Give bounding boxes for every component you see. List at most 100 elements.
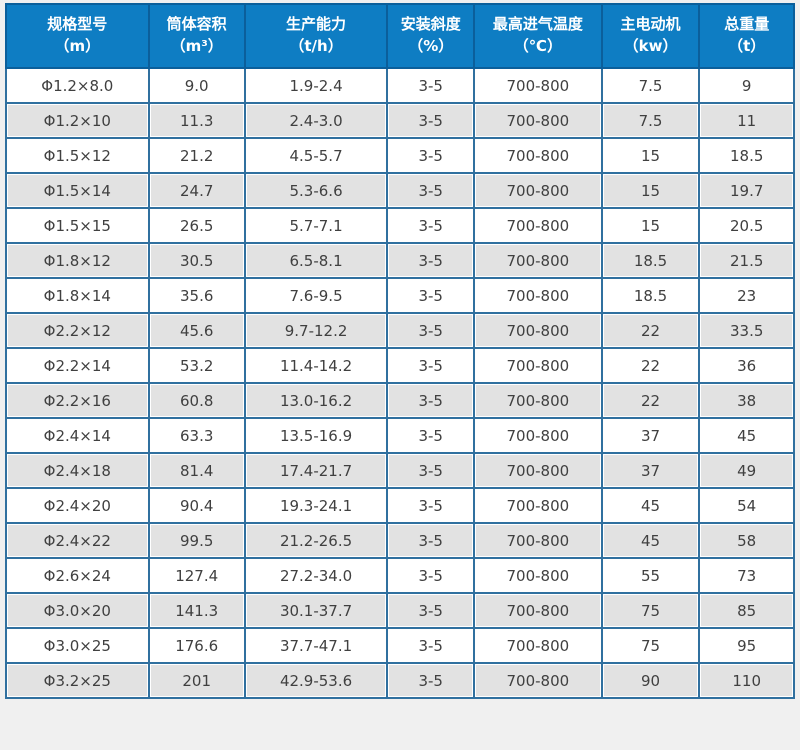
table-cell: 3-5 — [386, 592, 476, 629]
table-row: Φ1.2×10 11.3 2.4-3.0 3-5 700-800 7.5 11 — [5, 102, 795, 139]
table-cell: 3-5 — [386, 627, 476, 664]
table-cell: 13.5-16.9 — [243, 417, 389, 454]
table-cell: 201 — [147, 662, 246, 699]
column-unit: （kw） — [623, 37, 678, 55]
column-unit: （℃） — [513, 37, 562, 55]
table-cell: 73 — [698, 557, 795, 594]
column-unit: （%） — [408, 37, 454, 55]
table-cell: 3-5 — [386, 417, 476, 454]
table-cell: 45 — [698, 417, 795, 454]
table-cell: 3-5 — [386, 557, 476, 594]
table-cell: Φ2.2×16 — [5, 382, 150, 419]
table-row: Φ3.0×25 176.6 37.7-47.1 3-5 700-800 75 95 — [5, 627, 795, 664]
table-cell: Φ2.4×14 — [5, 417, 150, 454]
table-row: Φ1.5×15 26.5 5.7-7.1 3-5 700-800 15 20.5 — [5, 207, 795, 244]
table-cell: 700-800 — [473, 487, 603, 524]
table-cell: 3-5 — [386, 662, 476, 699]
table-cell: 7.5 — [600, 67, 701, 104]
table-cell: 18.5 — [698, 137, 795, 174]
table-row: Φ1.2×8.0 9.0 1.9-2.4 3-5 700-800 7.5 9 — [5, 67, 795, 104]
table-cell: 37 — [600, 452, 701, 489]
column-unit: （m³） — [170, 37, 223, 55]
table-row: Φ2.2×12 45.6 9.7-12.2 3-5 700-800 22 33.5 — [5, 312, 795, 349]
table-cell: Φ2.4×18 — [5, 452, 150, 489]
table-cell: 24.7 — [147, 172, 246, 209]
table-cell: 81.4 — [147, 452, 246, 489]
table-cell: 15 — [600, 207, 701, 244]
column-header-7: 总重量 （t） — [698, 3, 795, 69]
column-unit: （t/h） — [289, 37, 343, 55]
table-row: Φ1.5×14 24.7 5.3-6.6 3-5 700-800 15 19.7 — [5, 172, 795, 209]
table-cell: 30.5 — [147, 242, 246, 279]
table-cell: 3-5 — [386, 207, 476, 244]
table-cell: Φ1.5×14 — [5, 172, 150, 209]
table-cell: 15 — [600, 137, 701, 174]
table-cell: 3-5 — [386, 452, 476, 489]
table-cell: 99.5 — [147, 522, 246, 559]
column-title: 主电动机 — [620, 15, 681, 34]
table-row: Φ2.6×24 127.4 27.2-34.0 3-5 700-800 55 73 — [5, 557, 795, 594]
header-row: 规格型号 （m） 筒体容积 （m³） 生产能力 （t/h） 安装斜度 （%） 最高进气温度 （℃）… — [5, 3, 795, 69]
column-title: 安装斜度 — [400, 15, 461, 34]
table-cell: 700-800 — [473, 557, 603, 594]
table-cell: 15 — [600, 172, 701, 209]
table-cell: 700-800 — [473, 207, 603, 244]
table-cell: 700-800 — [473, 522, 603, 559]
table-cell: Φ3.2×25 — [5, 662, 150, 699]
table-cell: 20.5 — [698, 207, 795, 244]
table-cell: 23 — [698, 277, 795, 314]
table-cell: 700-800 — [473, 102, 603, 139]
table-cell: 35.6 — [147, 277, 246, 314]
table-cell: Φ2.4×22 — [5, 522, 150, 559]
table-cell: 60.8 — [147, 382, 246, 419]
table-cell: 700-800 — [473, 382, 603, 419]
table-cell: 9.0 — [147, 67, 246, 104]
table-cell: 5.3-6.6 — [243, 172, 389, 209]
table-cell: 90.4 — [147, 487, 246, 524]
table-cell: 700-800 — [473, 662, 603, 699]
table-row: Φ2.2×16 60.8 13.0-16.2 3-5 700-800 22 38 — [5, 382, 795, 419]
table-cell: 9.7-12.2 — [243, 312, 389, 349]
table-cell: 700-800 — [473, 452, 603, 489]
table-cell: Φ2.4×20 — [5, 487, 150, 524]
table-cell: 21.2-26.5 — [243, 522, 389, 559]
table-cell: 53.2 — [147, 347, 246, 384]
column-header-4: 安装斜度 （%） — [386, 3, 476, 69]
column-title: 规格型号 — [47, 15, 108, 34]
table-cell: 3-5 — [386, 522, 476, 559]
table-cell: 9 — [698, 67, 795, 104]
table-cell: 36 — [698, 347, 795, 384]
table-cell: 3-5 — [386, 382, 476, 419]
table-cell: Φ2.2×12 — [5, 312, 150, 349]
table-cell: 3-5 — [386, 102, 476, 139]
table-cell: Φ1.5×15 — [5, 207, 150, 244]
column-title: 最高进气温度 — [492, 15, 583, 34]
table-cell: 85 — [698, 592, 795, 629]
table-cell: 37 — [600, 417, 701, 454]
table-cell: 38 — [698, 382, 795, 419]
table-cell: 176.6 — [147, 627, 246, 664]
table-cell: 33.5 — [698, 312, 795, 349]
table-cell: 75 — [600, 592, 701, 629]
table-cell: 700-800 — [473, 347, 603, 384]
column-header-1: 规格型号 （m） — [5, 3, 150, 69]
table-cell: 95 — [698, 627, 795, 664]
table-cell: 4.5-5.7 — [243, 137, 389, 174]
table-cell: 18.5 — [600, 242, 701, 279]
table-cell: 58 — [698, 522, 795, 559]
table-row: Φ1.8×14 35.6 7.6-9.5 3-5 700-800 18.5 23 — [5, 277, 795, 314]
table-cell: Φ1.5×12 — [5, 137, 150, 174]
table-row: Φ2.4×14 63.3 13.5-16.9 3-5 700-800 37 45 — [5, 417, 795, 454]
table-cell: 19.3-24.1 — [243, 487, 389, 524]
column-unit: （m） — [54, 37, 101, 55]
table-cell: 3-5 — [386, 242, 476, 279]
table-cell: 30.1-37.7 — [243, 592, 389, 629]
table-cell: 110 — [698, 662, 795, 699]
column-unit: （t） — [728, 37, 766, 55]
table-cell: 45 — [600, 487, 701, 524]
spec-table-head: 规格型号 （m） 筒体容积 （m³） 生产能力 （t/h） 安装斜度 （%） 最高进气温度 （℃）… — [5, 3, 795, 69]
table-row: Φ2.2×14 53.2 11.4-14.2 3-5 700-800 22 36 — [5, 347, 795, 384]
table-cell: 5.7-7.1 — [243, 207, 389, 244]
table-cell: 19.7 — [698, 172, 795, 209]
